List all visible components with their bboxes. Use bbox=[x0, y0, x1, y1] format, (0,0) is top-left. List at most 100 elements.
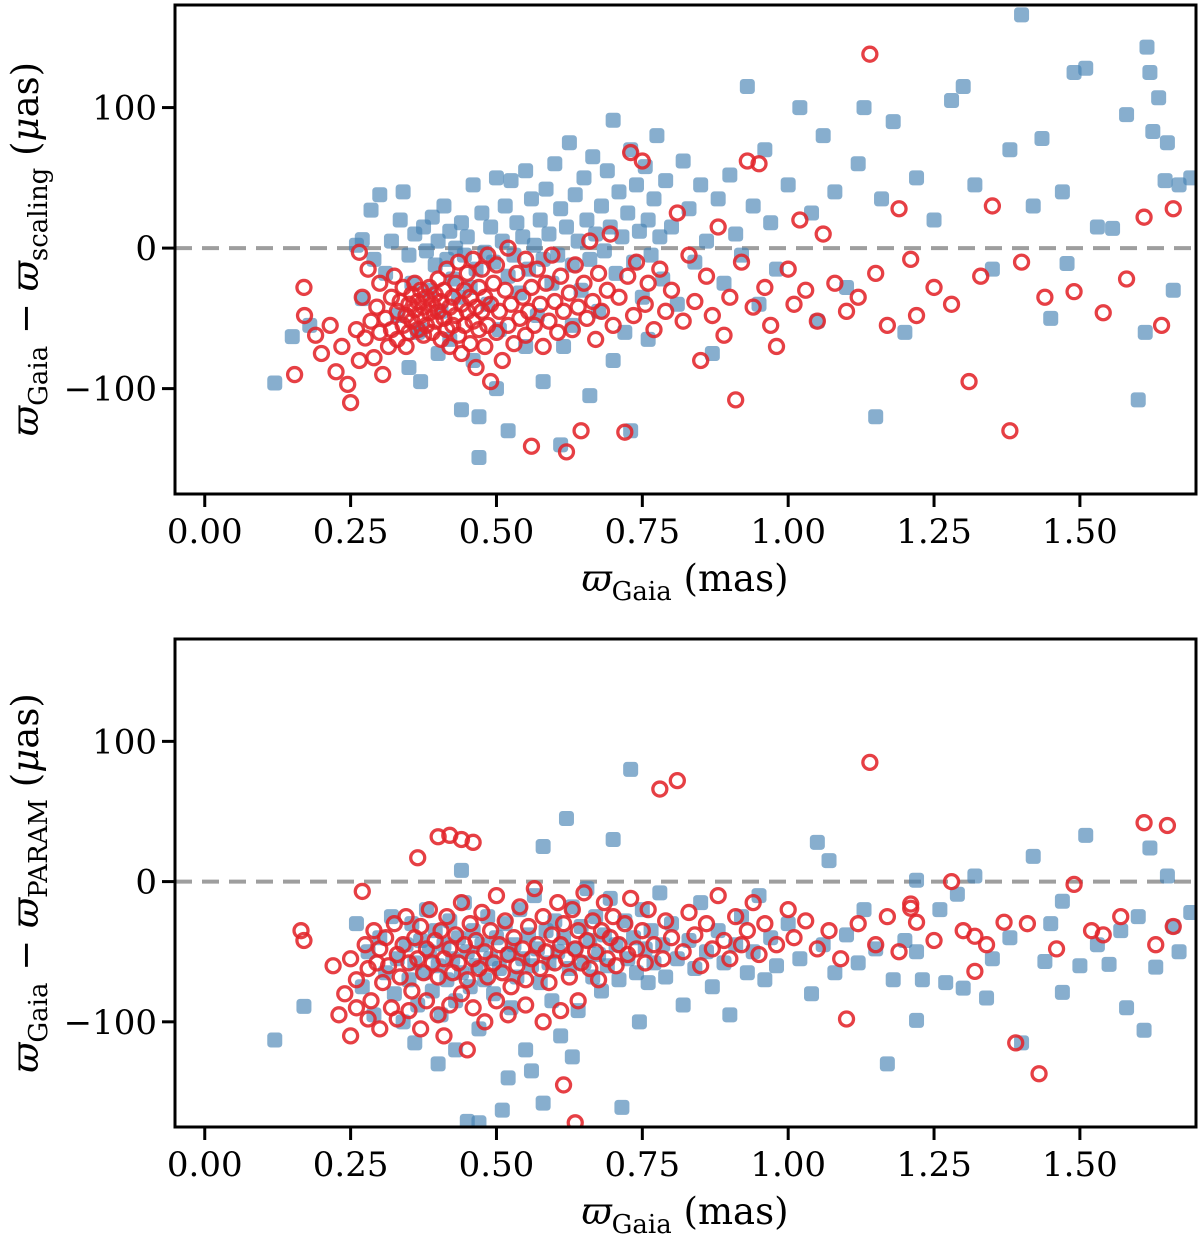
blue-square-marker bbox=[1119, 107, 1135, 123]
blue-square-marker bbox=[874, 191, 890, 207]
red-circle-marker bbox=[411, 1020, 430, 1038]
blue-square-marker bbox=[348, 916, 364, 932]
blue-square-marker bbox=[868, 409, 884, 425]
red-circle-marker bbox=[400, 954, 418, 972]
red-circle-marker bbox=[569, 298, 587, 316]
red-circle-marker bbox=[458, 1041, 476, 1059]
y-tick-label: 100 bbox=[92, 722, 157, 762]
varpi-symbol: ϖ bbox=[4, 1041, 47, 1073]
red-circle-marker bbox=[429, 968, 447, 986]
y-tick-label: 100 bbox=[92, 89, 157, 129]
red-circle-marker bbox=[551, 267, 570, 285]
red-circle-marker bbox=[461, 334, 479, 353]
blue-square-marker bbox=[628, 177, 644, 193]
red-circle-marker bbox=[566, 256, 584, 274]
red-circle-marker bbox=[306, 326, 325, 344]
blue-square-marker bbox=[488, 381, 504, 397]
red-circle-marker bbox=[867, 264, 885, 283]
units-mas: (mas) bbox=[672, 1190, 789, 1233]
blue-square-marker bbox=[663, 219, 679, 235]
red-circle-marker bbox=[779, 260, 797, 278]
blue-square-marker bbox=[739, 965, 755, 981]
blue-square-marker bbox=[868, 941, 884, 957]
red-circle-marker bbox=[636, 954, 654, 972]
blue-square-marker bbox=[669, 951, 685, 967]
blue-square-marker bbox=[1136, 1022, 1152, 1038]
top-panel-x-axis-label: ϖGaia (mas) bbox=[581, 557, 788, 607]
y-tick-label: −100 bbox=[64, 1003, 157, 1043]
blue-square-marker bbox=[821, 853, 837, 869]
top-panel-y-axis-label: ϖGaia − ϖscaling (μas) bbox=[4, 62, 54, 436]
blue-square-marker bbox=[1078, 827, 1094, 843]
red-circle-marker bbox=[610, 288, 628, 306]
blue-square-marker bbox=[267, 375, 283, 391]
red-circle-marker bbox=[657, 912, 675, 930]
red-circle-marker bbox=[627, 253, 646, 271]
blue-square-marker bbox=[459, 1113, 475, 1127]
blue-square-marker bbox=[1119, 1000, 1135, 1016]
red-circle-marker bbox=[385, 267, 404, 285]
subscript-scaling: scaling bbox=[24, 168, 54, 261]
blue-square-marker bbox=[780, 916, 796, 932]
red-circle-marker bbox=[680, 903, 698, 922]
blue-square-marker bbox=[938, 975, 954, 991]
blue-square-marker bbox=[354, 232, 370, 248]
red-circle-marker bbox=[575, 274, 593, 292]
red-circle-marker bbox=[321, 316, 339, 335]
red-circle-marker bbox=[516, 326, 535, 344]
blue-square-marker bbox=[553, 437, 569, 453]
red-circle-marker bbox=[578, 931, 596, 950]
blue-square-marker bbox=[1034, 130, 1050, 146]
blue-square-marker bbox=[949, 886, 965, 902]
red-circle-marker bbox=[285, 365, 304, 384]
red-circle-marker bbox=[750, 945, 768, 964]
blue-square-marker bbox=[1089, 219, 1105, 235]
red-circle-marker bbox=[977, 936, 996, 954]
blue-square-marker bbox=[596, 243, 612, 259]
red-circle-marker bbox=[414, 326, 433, 344]
red-circle-marker bbox=[878, 316, 897, 335]
red-circle-marker bbox=[551, 1001, 570, 1020]
red-circle-marker bbox=[1152, 316, 1171, 335]
blue-square-marker bbox=[757, 142, 773, 158]
red-circle-marker bbox=[479, 968, 497, 986]
red-circle-marker bbox=[703, 940, 721, 958]
blue-square-marker bbox=[640, 975, 656, 991]
blue-square-marker bbox=[897, 324, 913, 340]
red-circle-marker bbox=[907, 913, 926, 931]
blue-square-marker bbox=[483, 219, 499, 235]
blue-square-marker bbox=[1171, 944, 1187, 960]
red-circle-marker bbox=[365, 349, 383, 367]
top-panel: 0.00 0.25 0.50 0.75 1.00 1.25 1.50 −100 0 100 bbox=[64, 3, 1198, 552]
x-tick-label: 0.00 bbox=[167, 1145, 243, 1185]
blue-square-marker bbox=[909, 872, 925, 888]
blue-square-marker bbox=[523, 1063, 539, 1079]
red-circle-marker bbox=[374, 973, 392, 992]
y-tick-label: 0 bbox=[135, 863, 157, 903]
red-circle-marker bbox=[668, 204, 686, 222]
red-circle-marker bbox=[409, 849, 427, 867]
blue-square-marker bbox=[623, 761, 639, 777]
blue-square-marker bbox=[652, 885, 668, 901]
blue-square-marker bbox=[1037, 954, 1053, 970]
blue-square-marker bbox=[430, 233, 446, 249]
red-circle-marker bbox=[814, 225, 832, 243]
blue-square-marker bbox=[879, 1056, 895, 1072]
red-circle-marker bbox=[508, 264, 526, 283]
varpi-symbol: ϖ bbox=[4, 259, 47, 291]
mu-symbol: μ bbox=[4, 749, 47, 773]
red-circle-marker bbox=[557, 950, 576, 968]
blue-square-marker bbox=[605, 112, 621, 128]
red-circle-marker bbox=[622, 889, 640, 908]
red-circle-marker bbox=[473, 903, 491, 922]
red-circle-marker bbox=[1147, 936, 1165, 954]
blue-square-marker bbox=[471, 1021, 487, 1037]
red-circle-marker bbox=[607, 957, 625, 975]
blue-square-marker bbox=[383, 233, 399, 249]
blue-square-marker bbox=[1159, 135, 1175, 151]
red-circle-marker bbox=[525, 316, 544, 335]
red-circle-marker bbox=[581, 232, 599, 250]
blue-square-marker bbox=[979, 990, 995, 1006]
blue-square-marker bbox=[500, 268, 516, 284]
red-circle-marker bbox=[627, 940, 646, 958]
